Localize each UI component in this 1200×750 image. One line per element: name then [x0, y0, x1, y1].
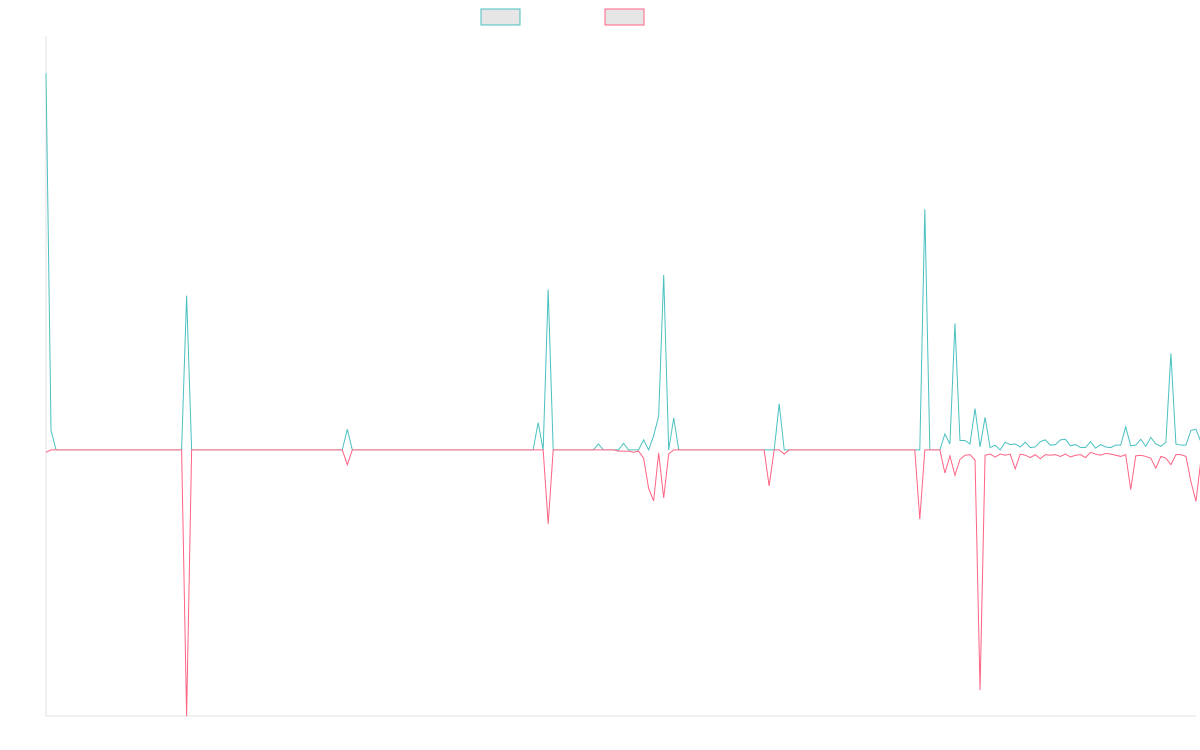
series-line-1 [45, 73, 1200, 452]
series-layer [45, 73, 1200, 717]
axes [45, 36, 1196, 717]
legend [480, 8, 645, 26]
legend-swatch-2[interactable] [604, 8, 645, 26]
series-line-2 [45, 449, 1200, 717]
legend-swatch-1[interactable] [480, 8, 521, 26]
